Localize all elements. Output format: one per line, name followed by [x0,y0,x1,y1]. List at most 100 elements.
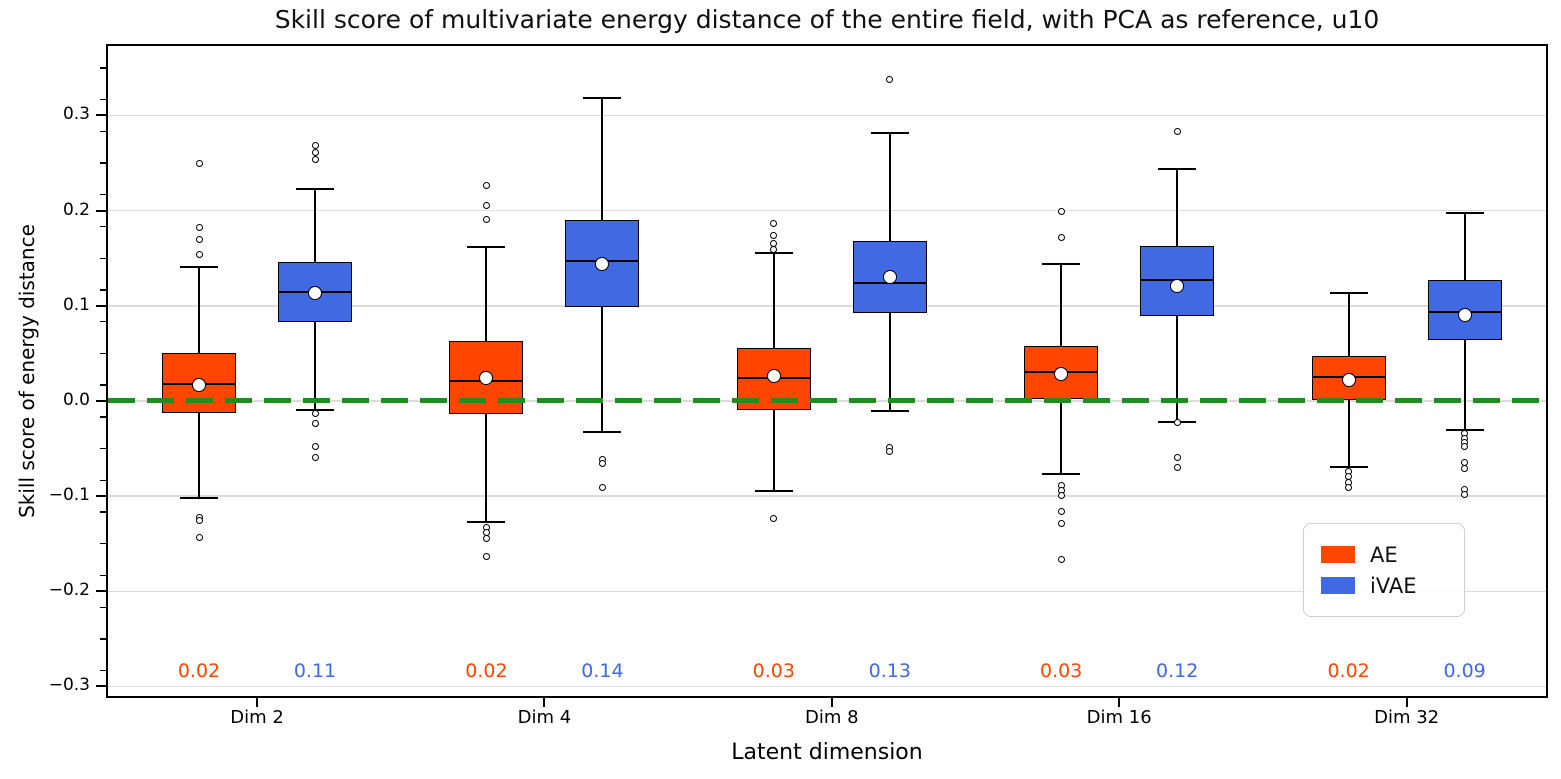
outlier-point-ae-dim-8 [770,231,778,239]
y-minor-tick [100,669,106,672]
mean-value-label-ivae-dim-2: 0.11 [293,660,337,683]
whisker-cap-bottom-ivae-dim-4 [583,431,622,434]
x-tick [1405,698,1408,707]
legend-swatch-ivae [1321,577,1355,594]
outlier-point-ivae-dim-16 [1173,464,1181,472]
y-minor-tick [100,479,106,481]
outlier-point-ae-dim-16 [1057,556,1065,564]
gridline [108,209,1546,212]
outlier-point-ivae-dim-2 [311,420,319,428]
whisker-cap-top-ae-dim-2 [180,265,218,268]
outlier-point-ivae-dim-32 [1461,465,1469,473]
outlier-point-ae-dim-32 [1345,472,1353,480]
outlier-point-ivae-dim-8 [886,75,894,83]
y-tick-label: −0.3 [48,675,90,696]
whisker-cap-top-ae-dim-16 [1042,262,1081,265]
y-tick [96,495,106,498]
x-axis-label: Latent dimension [731,740,923,765]
y-minor-tick [100,194,106,196]
mean-value-label-ae-dim-8: 0.03 [752,660,795,683]
whisker-cap-bottom-ivae-dim-32 [1445,428,1484,431]
outlier-point-ivae-dim-2 [311,409,319,417]
outlier-point-ivae-dim-32 [1461,443,1469,451]
y-tick [96,399,106,402]
whisker-cap-top-ivae-dim-8 [870,131,909,134]
outlier-point-ivae-dim-2 [311,443,319,451]
mean-value-label-ivae-dim-32: 0.09 [1443,660,1486,683]
y-minor-tick [100,543,106,545]
x-tick-label: Dim 4 [517,707,572,728]
mean-marker-ae-dim-4 [479,371,494,386]
mean-marker-ivae-dim-32 [1457,308,1472,323]
whisker-cap-top-ivae-dim-16 [1158,167,1197,170]
x-tick [543,698,546,707]
whisker-cap-bottom-ae-dim-4 [467,520,506,523]
mean-value-label-ae-dim-32: 0.02 [1327,660,1370,683]
legend-label-ae: AE [1370,542,1398,567]
outlier-point-ae-dim-2 [195,250,203,258]
outlier-point-ae-dim-2 [195,235,203,243]
y-minor-tick [100,352,106,355]
outlier-point-ae-dim-2 [195,159,203,167]
gridline [108,495,1546,497]
mean-marker-ivae-dim-4 [595,256,610,271]
chart-title: Skill score of multivariate energy dista… [274,5,1380,34]
outlier-point-ae-dim-8 [770,219,778,227]
y-tick [96,209,106,212]
outlier-point-ae-dim-16 [1057,507,1065,515]
y-minor-tick [100,98,106,101]
y-tick-label: 0.1 [62,294,90,315]
y-minor-tick [100,574,106,577]
x-tick [1118,698,1121,707]
y-tick-label: 0.3 [62,104,90,125]
y-minor-tick [100,384,106,386]
whisker-cap-bottom-ivae-dim-8 [870,410,909,413]
y-minor-tick [100,289,106,291]
outlier-point-ae-dim-8 [770,246,778,254]
whisker-cap-bottom-ae-dim-8 [754,490,793,493]
y-tick [96,685,106,688]
x-tick-label: Dim 32 [1374,707,1440,728]
legend-swatch-ae [1321,546,1355,563]
outlier-point-ae-dim-2 [195,517,203,525]
legend-entry-ae: AE [1304,543,1464,567]
outlier-point-ae-dim-4 [482,202,490,210]
y-minor-tick [100,130,106,133]
mean-marker-ivae-dim-8 [882,270,897,285]
mean-value-label-ae-dim-2: 0.02 [177,660,221,683]
y-tick-label: −0.1 [48,485,90,506]
mean-marker-ivae-dim-16 [1170,278,1185,293]
y-minor-tick [100,225,106,228]
plot-area: AE iVAE 0.02 0.02 0.03 0.03 0.02 0.11 0.14 0.13… [106,44,1548,698]
outlier-point-ivae-dim-8 [886,447,894,455]
y-minor-tick [100,606,106,608]
gridline [108,305,1546,307]
y-tick [96,304,106,307]
outlier-point-ae-dim-2 [195,224,203,232]
y-tick-label: −0.2 [48,580,90,601]
whisker-cap-top-ivae-dim-4 [583,97,622,100]
outlier-point-ae-dim-32 [1345,484,1353,492]
outlier-point-ivae-dim-2 [311,149,319,157]
outlier-point-ivae-dim-2 [311,155,319,163]
x-tick-label: Dim 8 [805,707,859,728]
whisker-cap-top-ae-dim-32 [1329,292,1368,295]
zero-reference-line [108,398,1546,404]
y-minor-tick [100,162,106,164]
y-minor-tick [100,638,106,640]
outlier-point-ivae-dim-16 [1173,128,1181,136]
mean-value-label-ivae-dim-16: 0.12 [1156,660,1199,683]
outlier-point-ivae-dim-2 [311,453,319,461]
y-tick-label: 0.2 [62,199,90,220]
y-minor-tick [100,321,106,323]
whisker-cap-top-ae-dim-4 [467,245,506,248]
whisker-cap-bottom-ae-dim-2 [180,497,218,500]
mean-marker-ae-dim-8 [766,369,781,384]
whisker-cap-top-ivae-dim-32 [1445,211,1484,214]
outlier-point-ivae-dim-32 [1461,490,1469,498]
outlier-point-ae-dim-4 [482,552,490,560]
outlier-point-ivae-dim-16 [1173,419,1181,427]
x-tick [256,698,258,707]
gridline [108,114,1546,117]
outlier-point-ae-dim-16 [1057,520,1065,528]
